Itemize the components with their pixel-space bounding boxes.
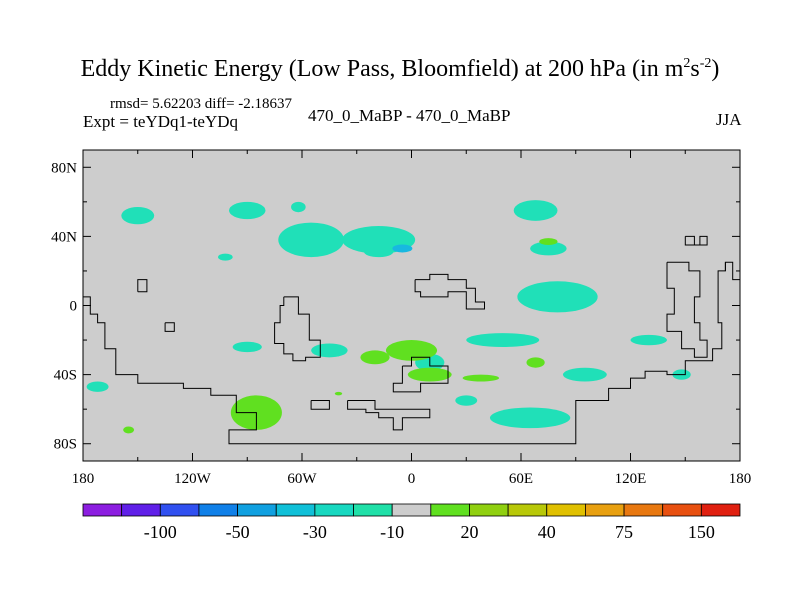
- center-label: 470_0_MaBP - 470_0_MaBP: [308, 106, 511, 125]
- coastline-7: [137, 279, 148, 293]
- colorbar-swatch: [275, 503, 316, 517]
- colorbar-label: 75: [615, 522, 633, 542]
- y-tick-label: 80S: [54, 437, 77, 453]
- season-label: JJA: [716, 110, 742, 129]
- colorbar-swatch: [82, 503, 123, 517]
- region-negative-5: [364, 246, 394, 258]
- region-positive-23: [462, 374, 500, 382]
- coastline-5: [347, 400, 431, 431]
- y-tick-label: 0: [70, 299, 78, 315]
- region-negative-14: [562, 367, 607, 382]
- coastline-0: [83, 261, 740, 445]
- region-negative-9: [517, 281, 598, 313]
- region-negative-10: [232, 341, 262, 353]
- region-negative-1: [229, 201, 266, 220]
- stats-label: rmsd= 5.62203 diff= -2.18637: [110, 96, 293, 112]
- colorbar-swatch: [353, 503, 393, 517]
- region-negative-0: [121, 207, 155, 225]
- region-positive-27: [123, 426, 135, 434]
- x-tick-label: 120W: [174, 471, 212, 487]
- colorbar-swatch: [314, 503, 354, 517]
- colorbar-swatch: [585, 503, 625, 517]
- colorbar-swatch: [121, 503, 161, 517]
- colorbar-swatch: [623, 503, 664, 517]
- colorbar-swatch: [391, 503, 432, 517]
- x-tick-label: 60E: [509, 471, 533, 487]
- chart-title: Eddy Kinetic Energy (Low Pass, Bloomfiel…: [80, 56, 720, 82]
- colorbar-swatch: [469, 503, 509, 517]
- region-negative-7: [513, 200, 558, 221]
- plot-background: [83, 150, 740, 461]
- x-tick-label: 120E: [615, 471, 647, 487]
- region-negative-3: [278, 222, 344, 258]
- region-negative-8: [530, 241, 567, 256]
- coastline-3: [392, 356, 449, 393]
- x-tick-label: 60W: [287, 471, 317, 487]
- colorbar-swatch: [662, 503, 702, 517]
- region-negative-13: [466, 333, 540, 347]
- colorbar-label: -50: [226, 522, 250, 542]
- y-tick-label: 80N: [51, 160, 77, 176]
- x-tick-label: 180: [729, 471, 752, 487]
- x-tick-label: 180: [72, 471, 95, 487]
- region-positive-28: [334, 391, 343, 396]
- region-positive-25: [539, 238, 558, 246]
- coastline-8: [164, 322, 175, 332]
- colorbar-label: -10: [380, 522, 404, 542]
- colorbar-swatch: [430, 503, 470, 517]
- coastline-9: [684, 235, 708, 246]
- colorbar-swatch: [546, 503, 586, 517]
- y-tick-label: 40N: [51, 229, 77, 245]
- region-negative-16: [630, 334, 667, 346]
- region-negative-11: [311, 343, 348, 358]
- region-negative-18: [455, 395, 478, 406]
- colorbar-swatch: [198, 503, 238, 517]
- region-core: [392, 244, 413, 253]
- region-negative-15: [489, 407, 571, 429]
- region-negative-17: [86, 381, 109, 392]
- region-negative-2: [291, 201, 306, 213]
- colorbar-swatch: [700, 503, 741, 517]
- colorbar-label: 20: [460, 522, 478, 542]
- colorbar-label: -30: [303, 522, 327, 542]
- y-tick-label: 40S: [54, 368, 77, 384]
- colorbar-swatch: [507, 503, 548, 517]
- colorbar-swatch: [237, 503, 277, 517]
- x-tick-label: 0: [408, 471, 416, 487]
- region-positive-20: [385, 340, 438, 361]
- colorbar-swatch: [159, 503, 200, 517]
- region-negative-6: [218, 253, 233, 261]
- experiment-label: Expt = teYDq1-teYDq: [83, 112, 239, 131]
- region-positive-21: [360, 350, 390, 365]
- region-positive-26: [526, 357, 545, 368]
- coastline-2: [414, 273, 485, 310]
- colorbar-label: 150: [688, 522, 715, 542]
- colorbar-label: -100: [144, 522, 177, 542]
- colorbar-label: 40: [538, 522, 556, 542]
- coastline-6: [310, 400, 330, 410]
- coastline-1: [274, 296, 321, 362]
- region-positive-22: [407, 367, 452, 382]
- coastline-4: [666, 261, 708, 358]
